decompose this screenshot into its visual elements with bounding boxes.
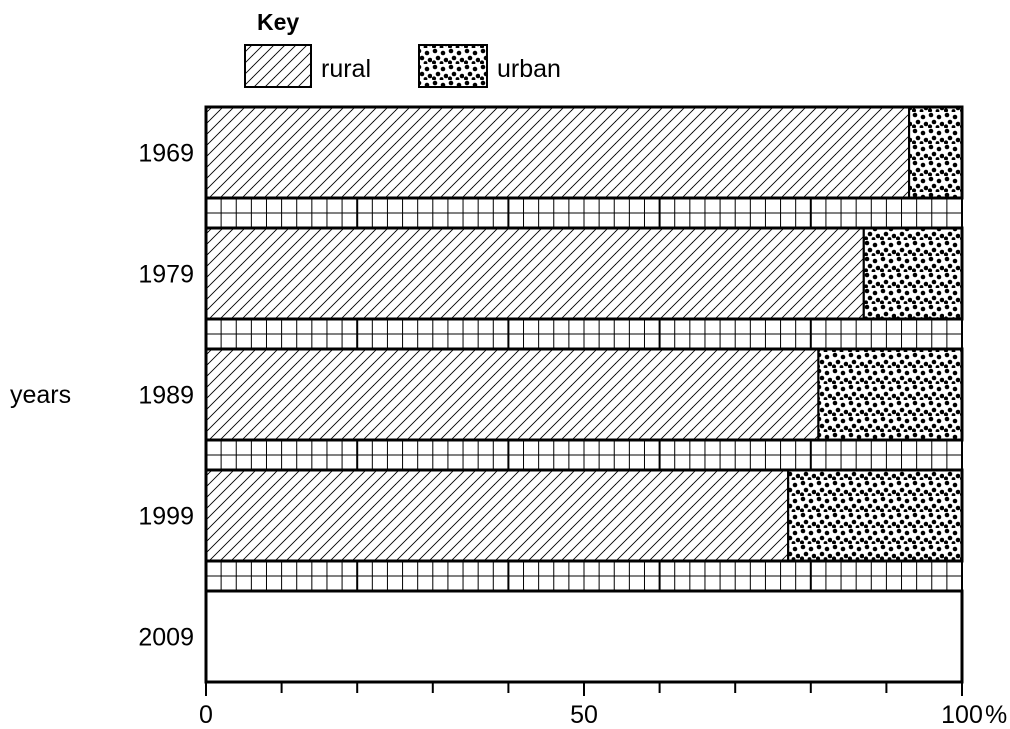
y-tick-label-1979: 1979	[138, 261, 194, 289]
x-tick-label-0: 0	[199, 701, 213, 729]
grid-strip-1989	[205, 439, 963, 471]
bar-rural-1989	[205, 348, 820, 441]
bar-rural-1999	[205, 469, 790, 562]
legend-swatch-urban	[418, 44, 488, 88]
bar-rural-1979	[205, 227, 865, 320]
legend: Key rural urban	[244, 9, 561, 88]
y-tick-label-2009: 2009	[138, 624, 194, 652]
x-tick-label-50: 50	[570, 701, 598, 729]
x-axis-unit: %	[985, 701, 1007, 729]
y-tick-label-1969: 1969	[138, 140, 194, 168]
grid-strip-1969	[205, 197, 963, 229]
y-tick-label-1999: 1999	[138, 503, 194, 531]
x-axis: 0 50 100%	[199, 107, 1007, 729]
bar-urban-1999	[787, 469, 963, 562]
legend-title: Key	[257, 9, 299, 35]
bar-urban-1969	[908, 106, 964, 199]
bar-blank-2009	[204, 589, 964, 684]
legend-swatch-rural	[244, 44, 312, 88]
bar-urban-1979	[862, 227, 963, 320]
grid-strip-1979	[205, 318, 963, 350]
bar-rural-1969	[205, 106, 911, 199]
x-tick-label-100: 100	[941, 701, 983, 729]
bar-urban-1989	[817, 348, 963, 441]
y-axis-label: years	[10, 381, 71, 409]
legend-label-rural: rural	[321, 55, 371, 83]
bars	[204, 105, 964, 684]
grid-strip-1999	[205, 560, 963, 592]
legend-label-urban: urban	[497, 55, 561, 83]
y-tick-labels: 1969 1979 1989 1999 2009	[138, 140, 194, 652]
y-tick-label-1989: 1989	[138, 382, 194, 410]
grid-strips	[205, 197, 963, 592]
